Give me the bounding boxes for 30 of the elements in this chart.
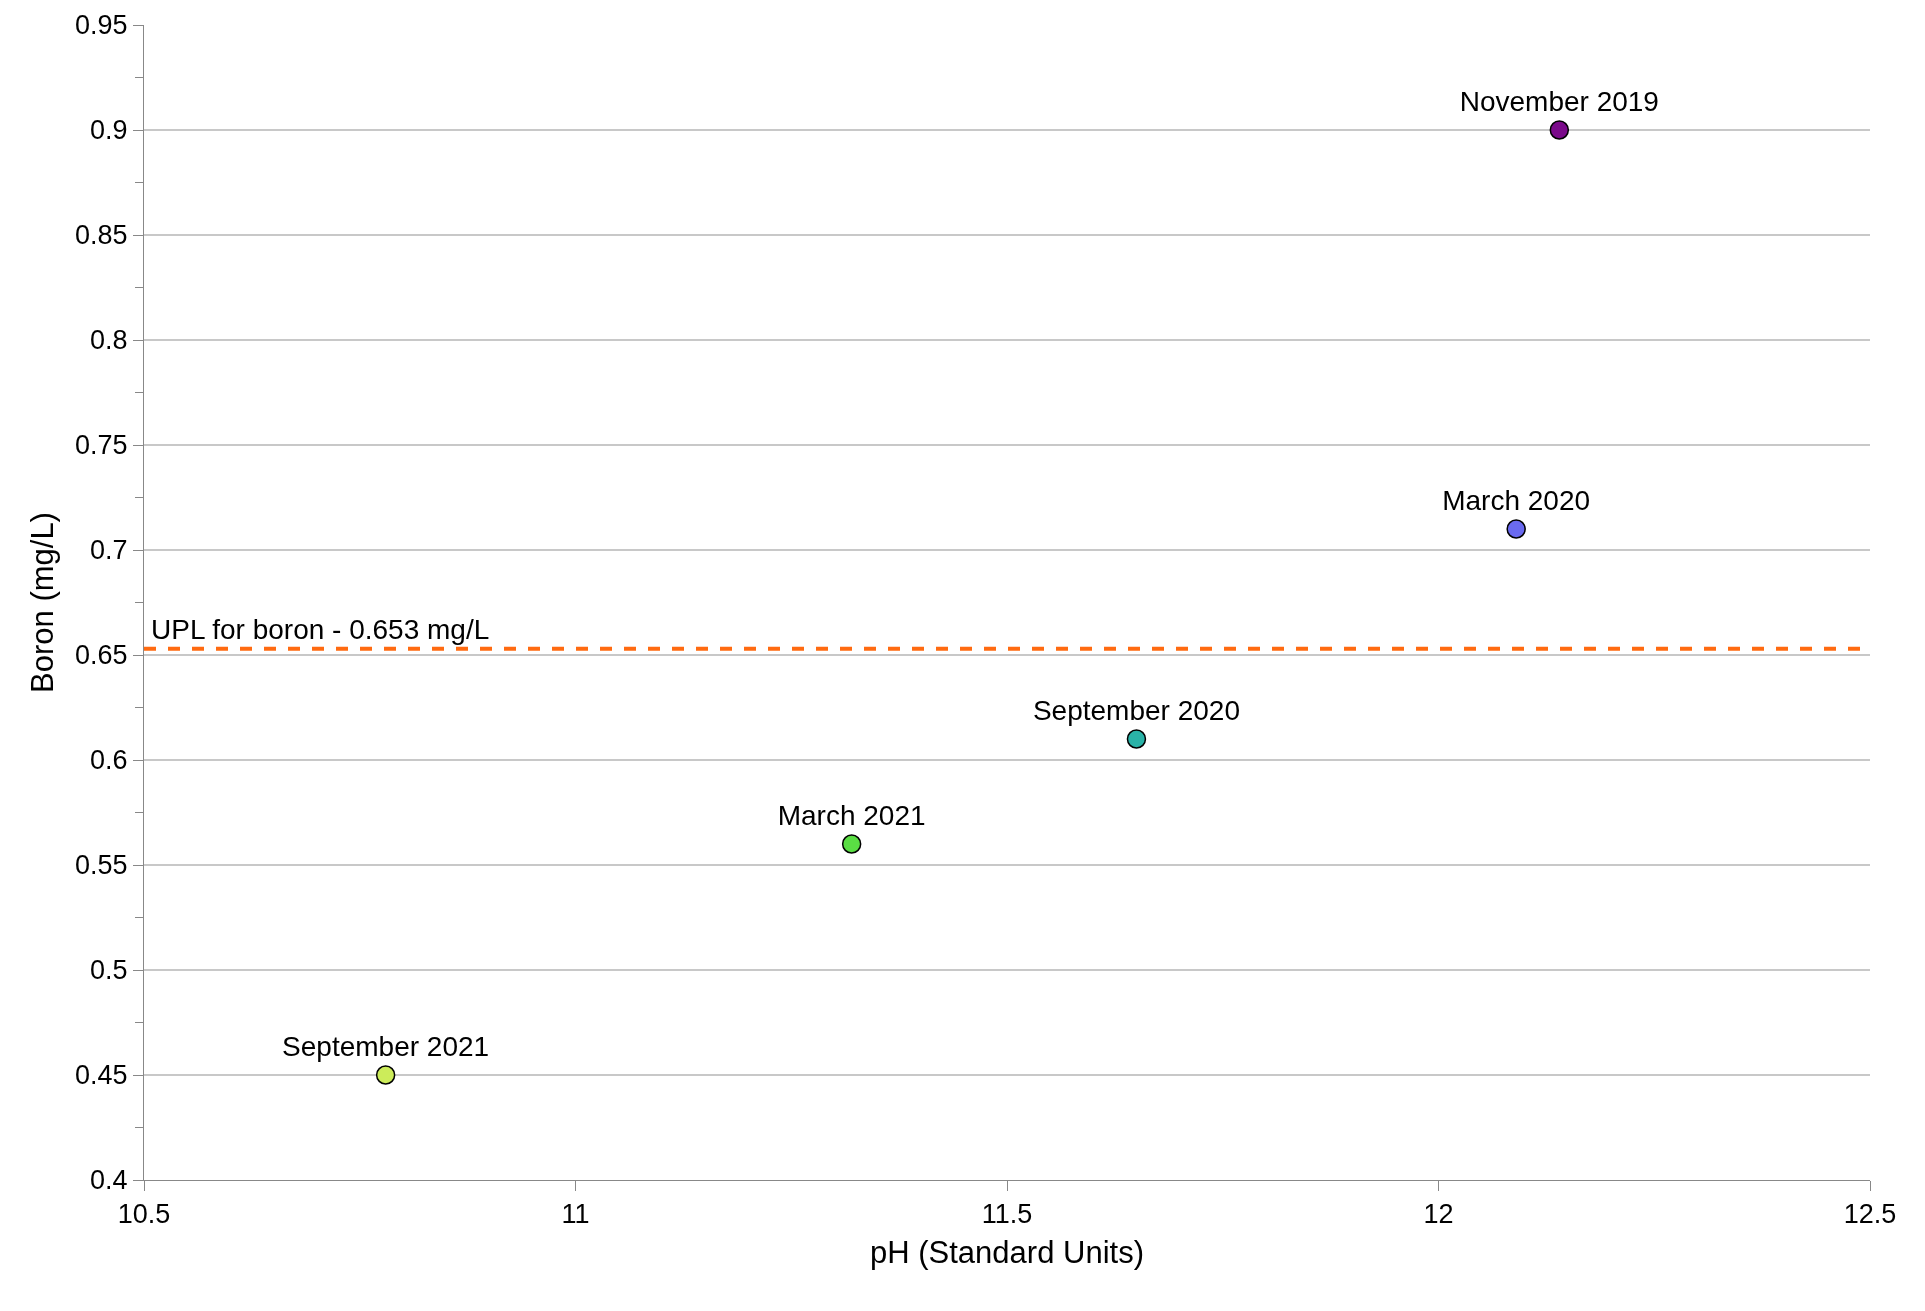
series-label: March 2021 bbox=[777, 799, 926, 831]
y-tick-label: 0.95 bbox=[75, 10, 128, 41]
y-tick-label: 0.4 bbox=[90, 1165, 128, 1196]
point bbox=[1549, 120, 1570, 140]
y-tick-label: 0.6 bbox=[90, 745, 128, 776]
x-tick-label: 10.5 bbox=[117, 1199, 171, 1230]
x-tick-label: 11 bbox=[561, 1199, 590, 1230]
y-tick-label: 0.65 bbox=[75, 640, 128, 671]
series-label: September 2021 bbox=[282, 1030, 490, 1062]
y-tick-label: 0.75 bbox=[75, 430, 128, 461]
point bbox=[1126, 729, 1147, 749]
x-tick-label: 12.5 bbox=[1843, 1199, 1897, 1230]
y-tick-label: 0.5 bbox=[90, 955, 128, 986]
point bbox=[841, 834, 862, 854]
series-label: March 2020 bbox=[1442, 484, 1591, 516]
series-label: September 2020 bbox=[1032, 694, 1240, 726]
y-tick-label: 0.7 bbox=[90, 535, 128, 566]
x-axis-title: pH (Standard Units) bbox=[870, 1234, 1144, 1270]
x-tick-label: 12 bbox=[1423, 1199, 1454, 1230]
y-tick-label: 0.9 bbox=[90, 115, 128, 146]
ref-line-label: UPL for boron - 0.653 mg/L bbox=[151, 614, 490, 645]
y-tick-label: 0.85 bbox=[75, 220, 128, 251]
point bbox=[375, 1065, 396, 1085]
series-label: November 2019 bbox=[1459, 85, 1659, 117]
y-tick-label: 0.55 bbox=[75, 850, 128, 881]
y-tick-label: 0.45 bbox=[75, 1060, 128, 1091]
x-tick-label: 11.5 bbox=[981, 1199, 1033, 1230]
y-tick-label: 0.8 bbox=[90, 325, 128, 356]
y-axis-title: Boron (mg/L) bbox=[24, 512, 60, 693]
point bbox=[1506, 519, 1526, 539]
